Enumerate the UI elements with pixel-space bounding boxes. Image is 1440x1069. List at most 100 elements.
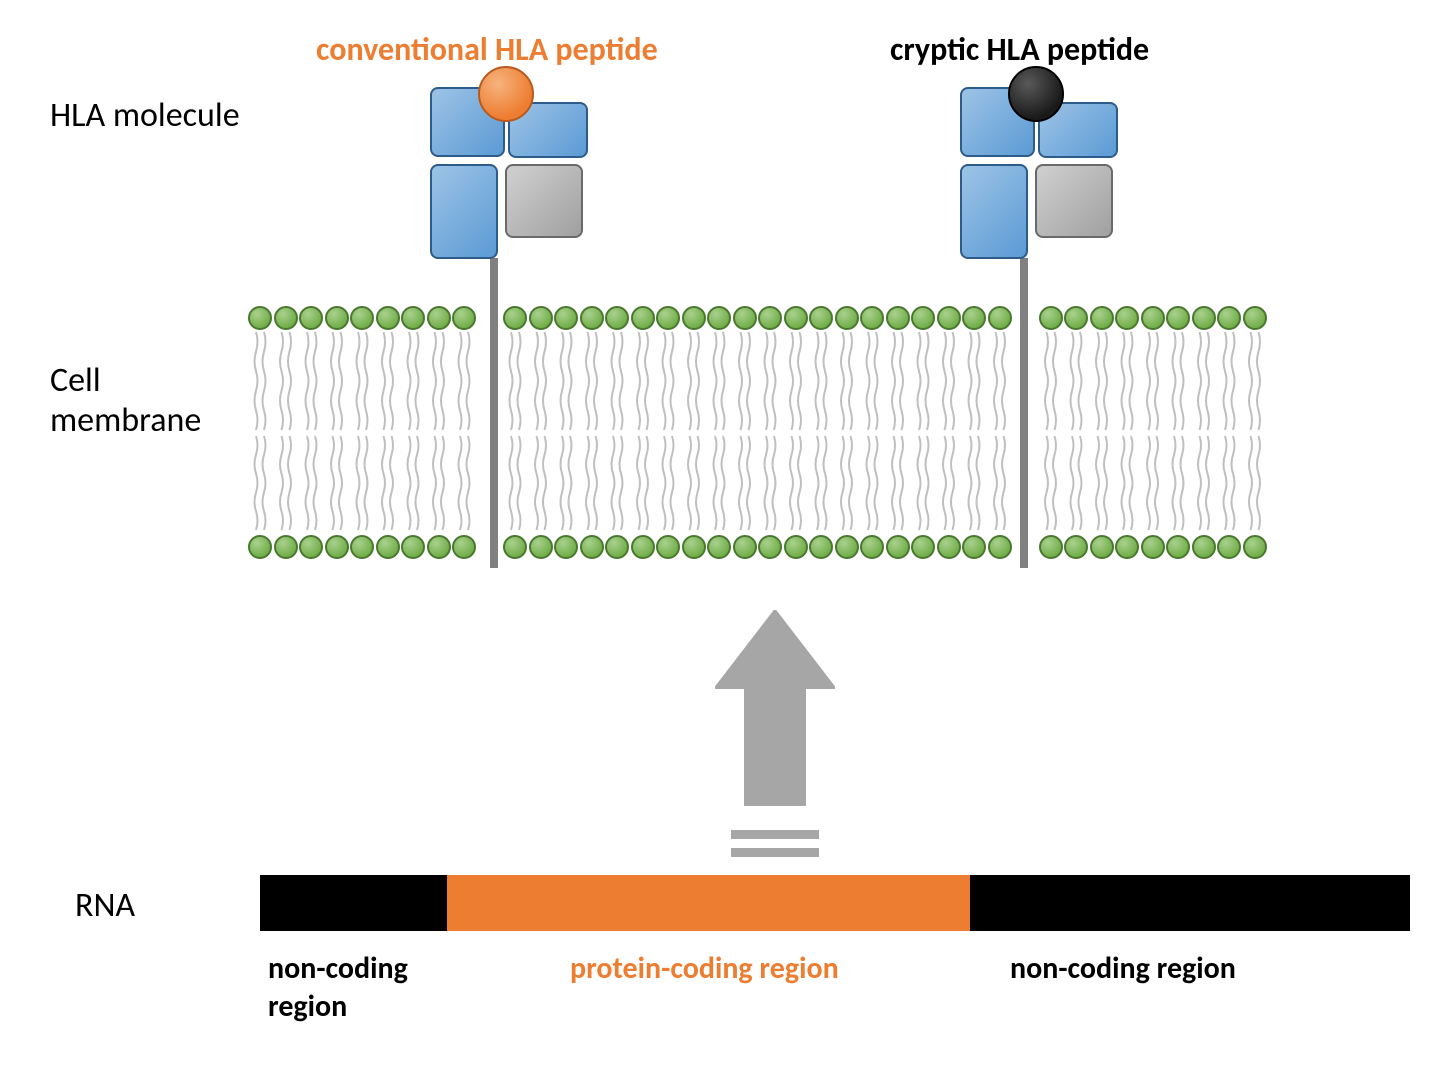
lipid-head-top [1166,306,1190,330]
lipid-head-bottom [1039,535,1063,559]
lipid-head-bottom [554,535,578,559]
lipid-head-bottom [784,535,808,559]
lipid-head-top [605,306,629,330]
lipid-head-top [962,306,986,330]
lipid-head-bottom [1166,535,1190,559]
lipid-head-top [325,306,349,330]
lipid-head-bottom [1115,535,1139,559]
lipid-head-top [1115,306,1139,330]
lipid-head-top [707,306,731,330]
lipid-head-top [656,306,680,330]
lipid-head-top [350,306,374,330]
lipid-head-bottom [1141,535,1165,559]
lipid-head-bottom [707,535,731,559]
rna-noncoding-right [970,875,1410,931]
lipid-head-top [299,306,323,330]
rna-protein-coding [447,875,970,931]
lipid-head-top [860,306,884,330]
lipid-head-bottom [1090,535,1114,559]
cell-membrane-label-1: Cell [50,360,101,401]
lipid-head-bottom [860,535,884,559]
lipid-head-bottom [682,535,706,559]
lipid-head-bottom [427,535,451,559]
cryptic-peptide-icon [1008,66,1064,122]
lipid-head-bottom [452,535,476,559]
lipid-head-bottom [274,535,298,559]
lipid-head-top [733,306,757,330]
hla-block-bot-left-l [430,164,498,259]
lipid-head-top [376,306,400,330]
lipid-head-top [554,306,578,330]
cell-membrane-label-2: membrane [50,400,201,441]
lipid-head-top [784,306,808,330]
lipid-head-bottom [325,535,349,559]
lipid-head-bottom [656,535,680,559]
lipid-head-bottom [401,535,425,559]
arrow-stripe-1 [731,830,819,839]
lipid-head-bottom [758,535,782,559]
lipid-head-bottom [299,535,323,559]
arrow-up-icon [715,610,835,810]
lipid-head-top [886,306,910,330]
lipid-head-top [452,306,476,330]
lipid-head-bottom [1064,535,1088,559]
lipid-head-top [529,306,553,330]
hla-block-bot-right-r [1035,164,1113,238]
lipid-head-bottom [350,535,374,559]
lipid-head-top [1192,306,1216,330]
lipid-head-top [580,306,604,330]
hla-molecule-label: HLA molecule [50,95,240,136]
lipid-head-bottom [529,535,553,559]
lipid-head-top [911,306,935,330]
cryptic-hla-label: cryptic HLA peptide [890,30,1149,69]
lipid-head-top [503,306,527,330]
protein-coding-label: protein-coding region [570,950,839,987]
noncoding-right-label: non-coding region [1010,950,1236,987]
lipid-head-top [1217,306,1241,330]
lipid-head-top [401,306,425,330]
lipid-head-bottom [733,535,757,559]
lipid-head-bottom [1243,535,1267,559]
lipid-head-bottom [1217,535,1241,559]
lipid-head-bottom [937,535,961,559]
hla-block-bot-right-l [505,164,583,238]
lipid-head-top [274,306,298,330]
lipid-head-top [809,306,833,330]
lipid-head-bottom [503,535,527,559]
lipid-head-top [1039,306,1063,330]
lipid-head-bottom [605,535,629,559]
conventional-hla-label: conventional HLA peptide [316,30,658,69]
lipid-head-top [248,306,272,330]
lipid-head-bottom [911,535,935,559]
lipid-head-bottom [835,535,859,559]
hla-stem-right [1020,258,1028,568]
noncoding-left-1: non-coding [268,950,408,987]
lipid-head-top [427,306,451,330]
hla-block-bot-left-r [960,164,1028,259]
hla-stem-left [490,258,498,568]
lipid-head-top [682,306,706,330]
arrow-stripe-2 [731,848,819,857]
lipid-head-top [1090,306,1114,330]
rna-label: RNA [75,885,135,926]
rna-noncoding-left [260,875,447,931]
lipid-head-bottom [580,535,604,559]
lipid-head-top [988,306,1012,330]
lipid-head-bottom [809,535,833,559]
lipid-head-top [835,306,859,330]
lipid-head-bottom [248,535,272,559]
lipid-head-bottom [988,535,1012,559]
conventional-peptide-icon [478,66,534,122]
lipid-head-top [1064,306,1088,330]
lipid-head-top [937,306,961,330]
noncoding-left-2: region [268,988,347,1025]
lipid-head-bottom [376,535,400,559]
lipid-head-top [631,306,655,330]
lipid-head-bottom [631,535,655,559]
lipid-head-bottom [886,535,910,559]
lipid-head-top [1243,306,1267,330]
lipid-head-bottom [962,535,986,559]
lipid-head-top [758,306,782,330]
lipid-head-bottom [1192,535,1216,559]
lipid-head-top [1141,306,1165,330]
